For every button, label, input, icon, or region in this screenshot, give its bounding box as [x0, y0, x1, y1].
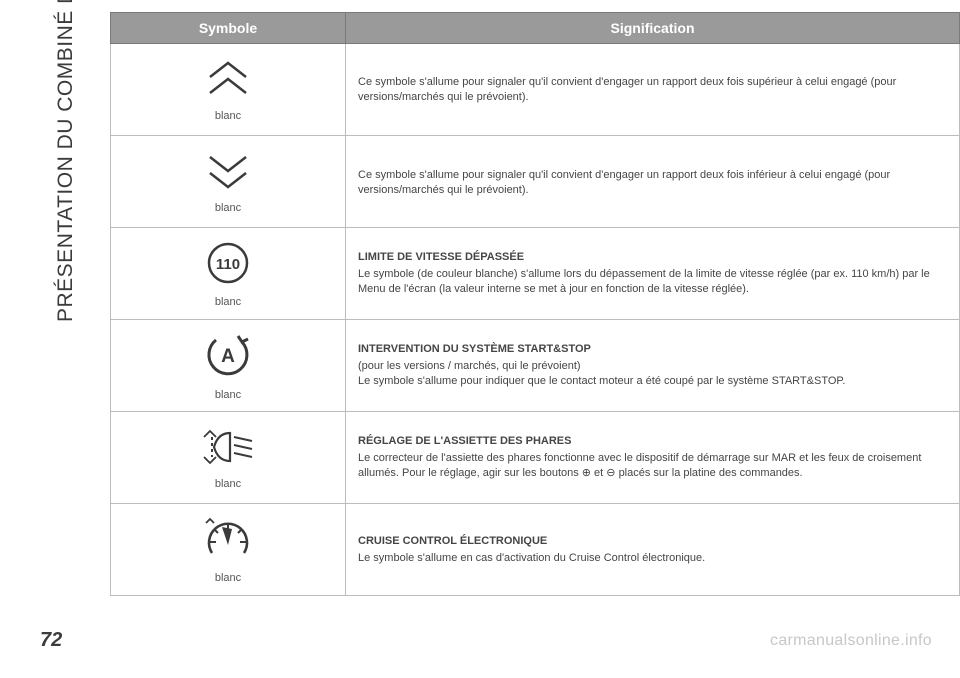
svg-text:A: A — [221, 346, 235, 367]
sig-title: CRUISE CONTROL ÉLECTRONIQUE — [358, 534, 947, 549]
symbol-cell: blanc — [111, 44, 346, 136]
col-header-signification: Signification — [346, 13, 960, 44]
section-title: PRÉSENTATION DU COMBINÉ DE BORD — [54, 0, 78, 322]
signification-cell: Ce symbole s'allume pour signaler qu'il … — [346, 44, 960, 136]
table-row: blanc Ce symbole s'allume pour signaler … — [111, 136, 960, 228]
start-stop-icon: A — [202, 330, 254, 380]
sig-body: Ce symbole s'allume pour signaler qu'il … — [358, 168, 947, 198]
page: PRÉSENTATION DU COMBINÉ DE BORD Symbole … — [40, 12, 920, 652]
signification-cell: INTERVENTION DU SYSTÈME START&STOP (pour… — [346, 320, 960, 412]
chevrons-down-icon — [200, 149, 256, 193]
svg-text:110: 110 — [216, 256, 240, 273]
cruise-control-icon — [202, 515, 254, 563]
col-header-symbole: Symbole — [111, 13, 346, 44]
headlamp-level-icon — [198, 425, 258, 469]
sig-body: Ce symbole s'allume pour signaler qu'il … — [358, 75, 947, 105]
symbol-caption: blanc — [123, 572, 333, 584]
symbol-cell: blanc — [111, 136, 346, 228]
speed-limit-icon: 110 — [204, 239, 252, 287]
signification-cell: LIMITE DE VITESSE DÉPASSÉE Le symbole (d… — [346, 228, 960, 320]
sig-body: Le symbole s'allume en cas d'activation … — [358, 551, 947, 566]
symbol-caption: blanc — [123, 389, 333, 401]
signification-cell: Ce symbole s'allume pour signaler qu'il … — [346, 136, 960, 228]
table-row: 110 blanc LIMITE DE VITESSE DÉPASSÉE Le … — [111, 228, 960, 320]
table-row: blanc RÉGLAGE DE L'ASSIETTE DES PHARES L… — [111, 412, 960, 504]
signification-cell: CRUISE CONTROL ÉLECTRONIQUE Le symbole s… — [346, 504, 960, 596]
sig-body: Le symbole (de couleur blanche) s'allume… — [358, 267, 947, 297]
watermark: carmanualsonline.info — [770, 632, 932, 650]
signification-cell: RÉGLAGE DE L'ASSIETTE DES PHARES Le corr… — [346, 412, 960, 504]
symbol-caption: blanc — [123, 110, 333, 122]
symbol-cell: 110 blanc — [111, 228, 346, 320]
sig-title: LIMITE DE VITESSE DÉPASSÉE — [358, 250, 947, 265]
symbol-caption: blanc — [123, 202, 333, 214]
sig-body-pre: (pour les versions / marchés, qui le pré… — [358, 359, 947, 374]
symbol-cell: blanc — [111, 412, 346, 504]
sig-title: RÉGLAGE DE L'ASSIETTE DES PHARES — [358, 434, 947, 449]
symbol-caption: blanc — [123, 296, 333, 308]
symbols-table: Symbole Signification blanc Ce symbo — [110, 12, 960, 596]
chevrons-up-icon — [200, 57, 256, 101]
page-number: 72 — [40, 629, 62, 652]
sig-body: Le symbole s'allume pour indiquer que le… — [358, 374, 947, 389]
symbol-cell: A blanc — [111, 320, 346, 412]
table-row: A blanc INTERVENTION DU SYSTÈME START&ST… — [111, 320, 960, 412]
sig-title: INTERVENTION DU SYSTÈME START&STOP — [358, 342, 947, 357]
table-row: blanc CRUISE CONTROL ÉLECTRONIQUE Le sym… — [111, 504, 960, 596]
symbol-cell: blanc — [111, 504, 346, 596]
symbol-caption: blanc — [123, 478, 333, 490]
sig-body: Le correcteur de l'assiette des phares f… — [358, 451, 947, 481]
table-row: blanc Ce symbole s'allume pour signaler … — [111, 44, 960, 136]
